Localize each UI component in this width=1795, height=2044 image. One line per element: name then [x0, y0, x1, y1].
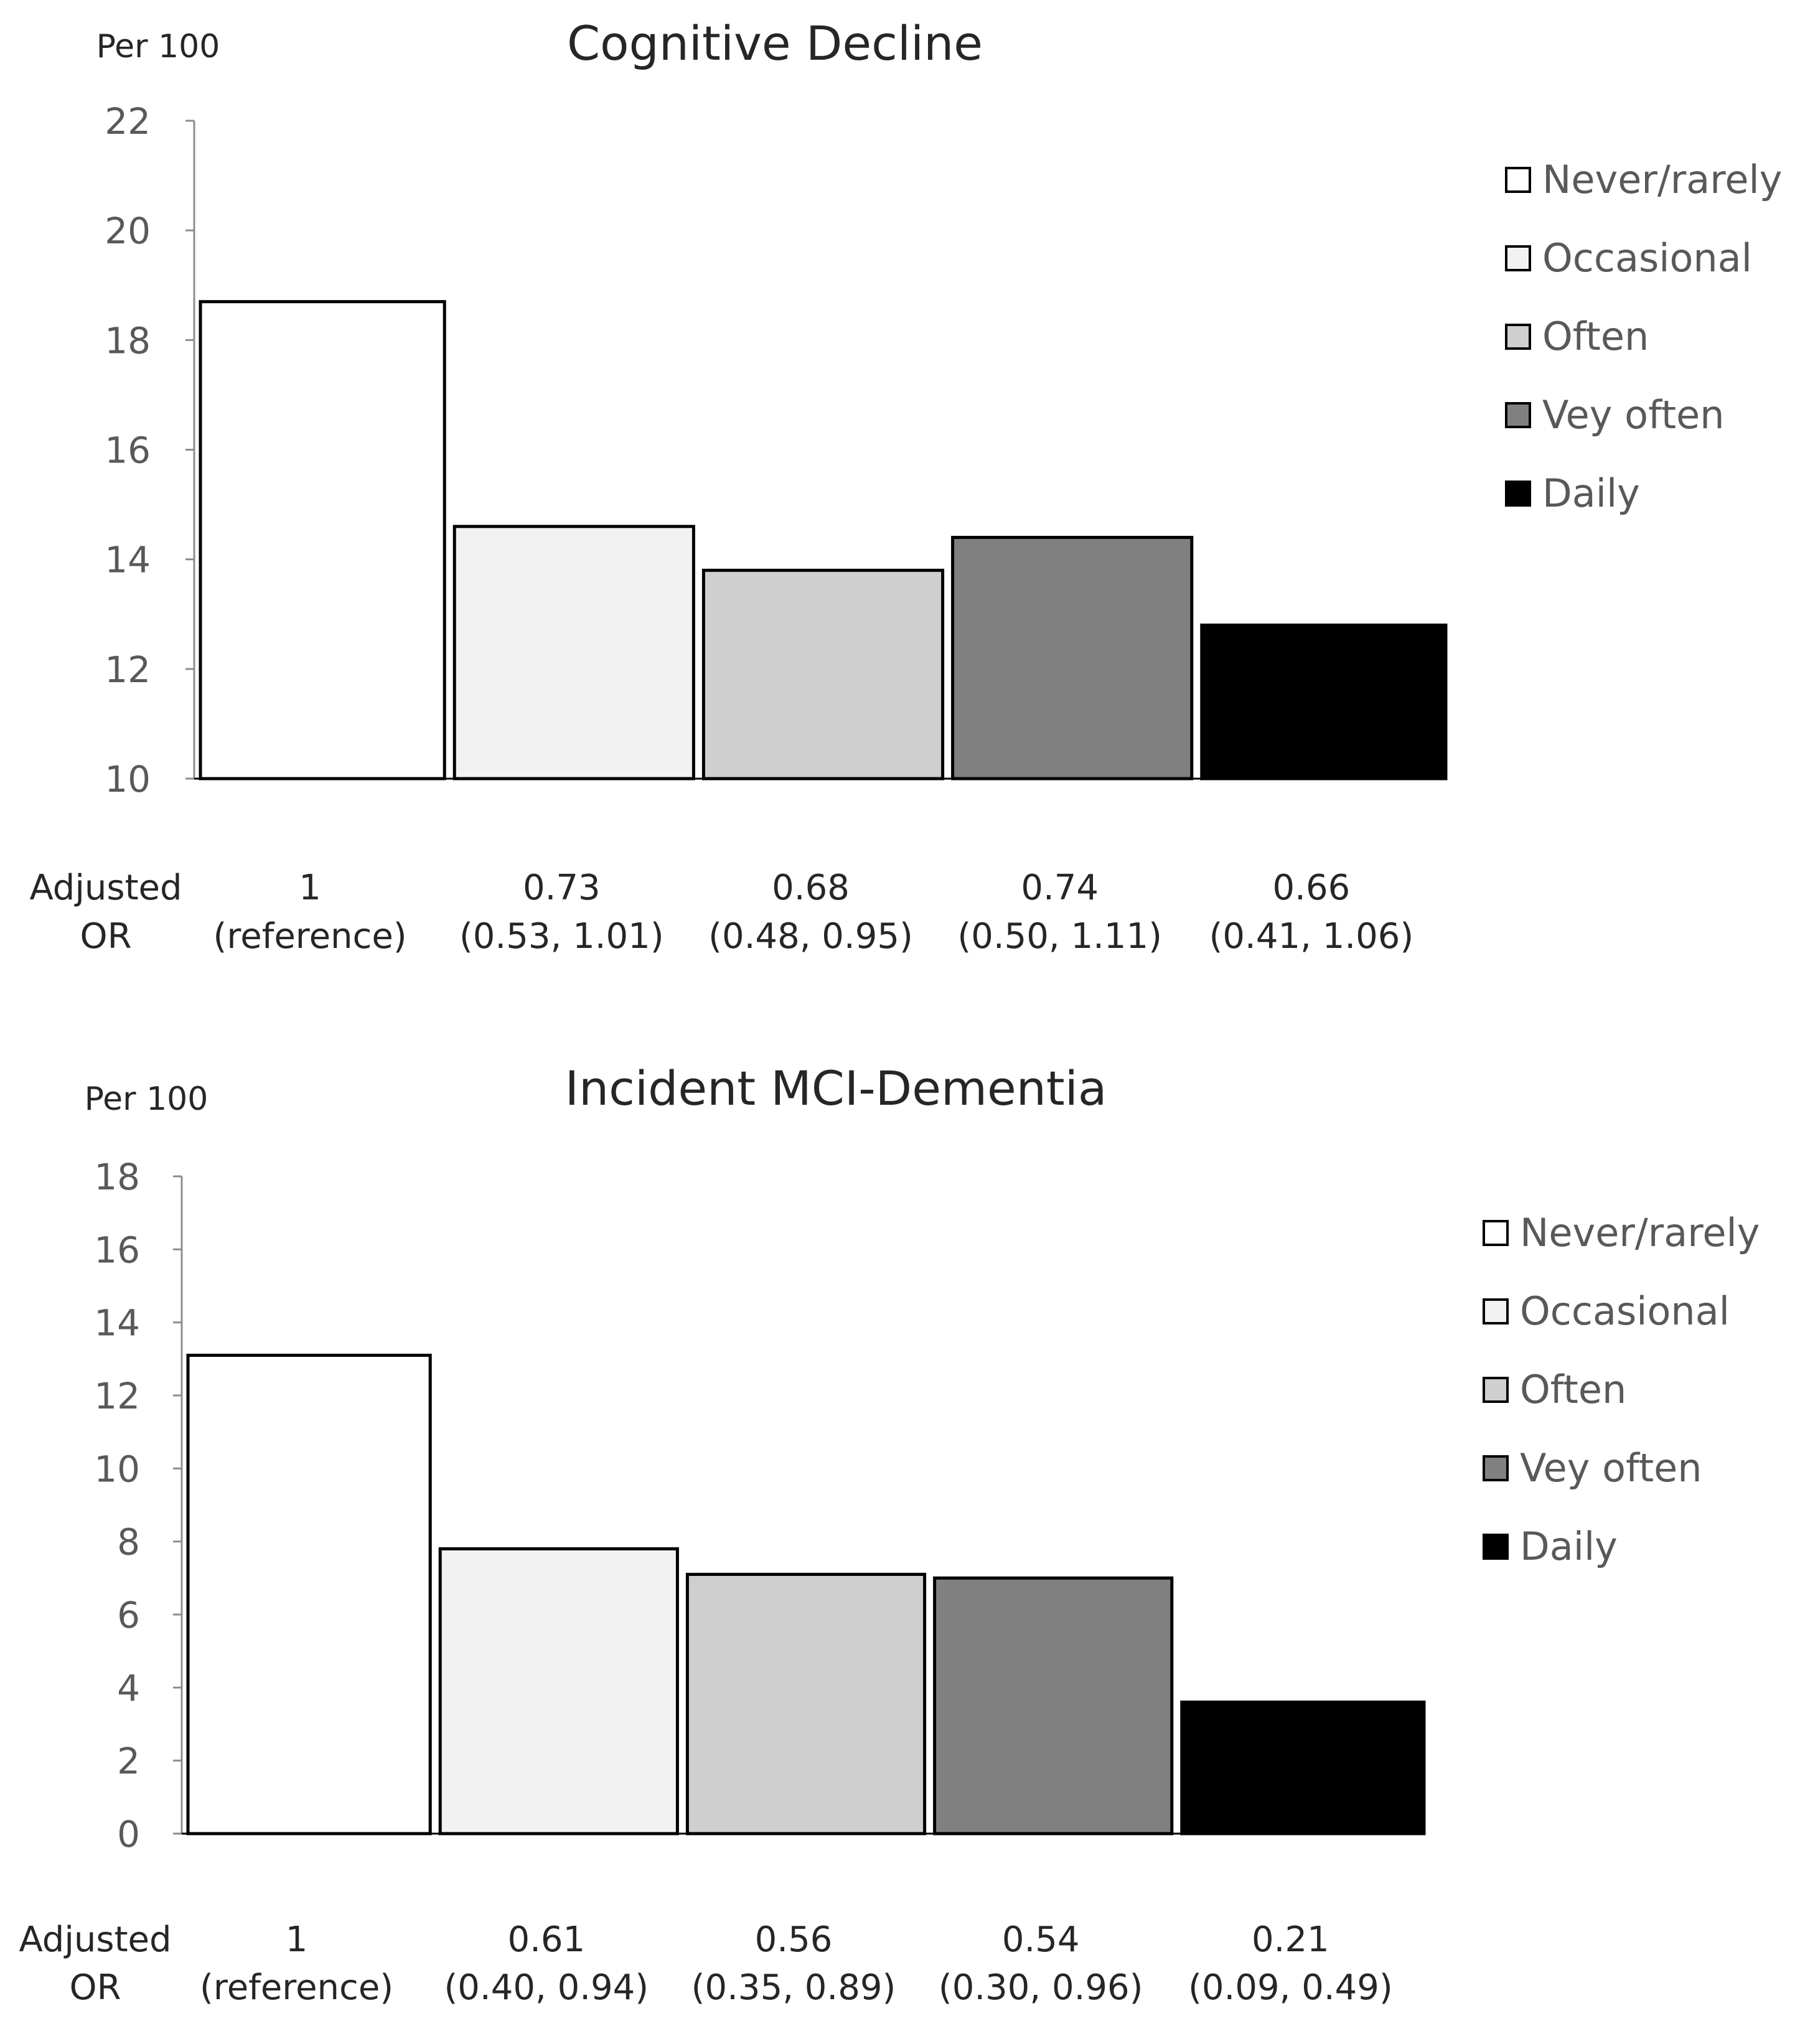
or-value: 0.54	[1002, 1920, 1080, 1960]
chart-title: Incident MCI-Dementia	[565, 1061, 1107, 1116]
y-tick-label: 8	[117, 1521, 140, 1563]
bar-occasional	[452, 525, 695, 781]
bar-often	[685, 1572, 927, 1835]
or-value: 0.74	[1021, 868, 1099, 908]
y-tick-label: 16	[105, 429, 151, 472]
chart-incident-mci-dementia: Incident MCI-Dementia Per 100 0 2 4 6 8 10 12 14 1…	[0, 1021, 1795, 2042]
legend-label: Daily	[1542, 471, 1640, 516]
y-tick-label: 18	[94, 1156, 140, 1198]
or-ci: (reference)	[200, 1967, 393, 2008]
chart-svg: Incident MCI-Dementia Per 100 0 2 4 6 8 10 12 14 1…	[19, 1061, 1760, 2008]
y-tick-label: 20	[105, 210, 151, 252]
legend-label: Vey often	[1520, 1445, 1702, 1491]
y-tick-label: 12	[94, 1375, 140, 1417]
or-ci: (0.41, 1.06)	[1209, 916, 1414, 957]
y-tick-label: 12	[105, 649, 151, 691]
legend-swatch	[1483, 1455, 1509, 1481]
or-row-label: OR	[80, 916, 132, 957]
chart-svg: Cognitive Decline Per 100 10 12 14 16 18 20 22 Ne…	[29, 16, 1782, 957]
y-tick-label: 6	[117, 1594, 140, 1636]
or-ci: (0.53, 1.01)	[459, 916, 664, 957]
legend-swatch	[1505, 245, 1531, 271]
or-ci: (0.09, 0.49)	[1188, 1967, 1393, 2008]
or-value: 0.56	[755, 1920, 833, 1960]
or-ci: (reference)	[213, 916, 407, 957]
y-tick-label: 0	[117, 1813, 140, 1855]
bar-daily	[1180, 1700, 1426, 1835]
bar-never-rarely	[186, 1353, 432, 1835]
chart-cognitive-decline: Cognitive Decline Per 100 10 12 14 16 18 20 22 Ne…	[0, 0, 1795, 1021]
legend-label: Vey often	[1542, 392, 1725, 438]
or-value: 1	[286, 1920, 308, 1960]
y-tick-label: 2	[117, 1740, 140, 1783]
y-tick-label: 10	[94, 1448, 140, 1490]
legend-label: Often	[1520, 1367, 1626, 1412]
or-value: 1	[299, 868, 321, 908]
y-tick-label: 22	[105, 100, 151, 143]
y-axis-label: Per 100	[96, 28, 220, 65]
or-row-label: OR	[70, 1967, 121, 2008]
legend-swatch	[1483, 1220, 1509, 1246]
or-ci: (0.35, 0.89)	[691, 1967, 896, 2008]
or-value: 0.21	[1252, 1920, 1329, 1960]
legend-swatch	[1505, 402, 1531, 428]
legend-swatch	[1483, 1534, 1509, 1560]
or-row-label: Adjusted	[19, 1920, 171, 1960]
or-row-label: Adjusted	[29, 868, 182, 908]
y-tick-label: 14	[105, 539, 151, 581]
y-tick-label: 10	[105, 758, 151, 800]
y-tick-label: 16	[94, 1229, 140, 1271]
legend-label: Occasional	[1542, 235, 1752, 281]
or-value: 0.73	[523, 868, 601, 908]
y-tick-label: 14	[94, 1302, 140, 1344]
y-tick-label: 4	[117, 1667, 140, 1709]
legend-swatch	[1483, 1377, 1509, 1403]
bar-daily	[1200, 623, 1448, 781]
legend-label: Often	[1542, 314, 1649, 359]
or-value: 0.66	[1273, 868, 1351, 908]
or-ci: (0.48, 0.95)	[708, 916, 913, 957]
y-axis-label: Per 100	[85, 1081, 209, 1118]
or-ci: (0.30, 0.96)	[939, 1967, 1143, 2008]
bar-vey-often	[933, 1576, 1174, 1835]
or-value: 0.68	[772, 868, 850, 908]
bar-occasional	[438, 1547, 679, 1835]
legend-label: Never/rarely	[1520, 1210, 1760, 1255]
legend-swatch	[1505, 167, 1531, 193]
chart-title: Cognitive Decline	[567, 16, 983, 71]
legend-swatch	[1483, 1298, 1509, 1324]
legend-label: Daily	[1520, 1524, 1618, 1569]
bar-never-rarely	[199, 300, 446, 781]
legend-label: Occasional	[1520, 1288, 1730, 1334]
or-ci: (0.50, 1.11)	[957, 916, 1162, 957]
legend-swatch	[1505, 324, 1531, 350]
or-ci: (0.40, 0.94)	[444, 1967, 649, 2008]
legend-swatch	[1505, 481, 1531, 507]
or-value: 0.61	[507, 1920, 585, 1960]
bar-often	[701, 568, 945, 781]
y-tick-label: 18	[105, 319, 151, 362]
bar-vey-often	[951, 535, 1194, 781]
legend-label: Never/rarely	[1542, 157, 1782, 202]
